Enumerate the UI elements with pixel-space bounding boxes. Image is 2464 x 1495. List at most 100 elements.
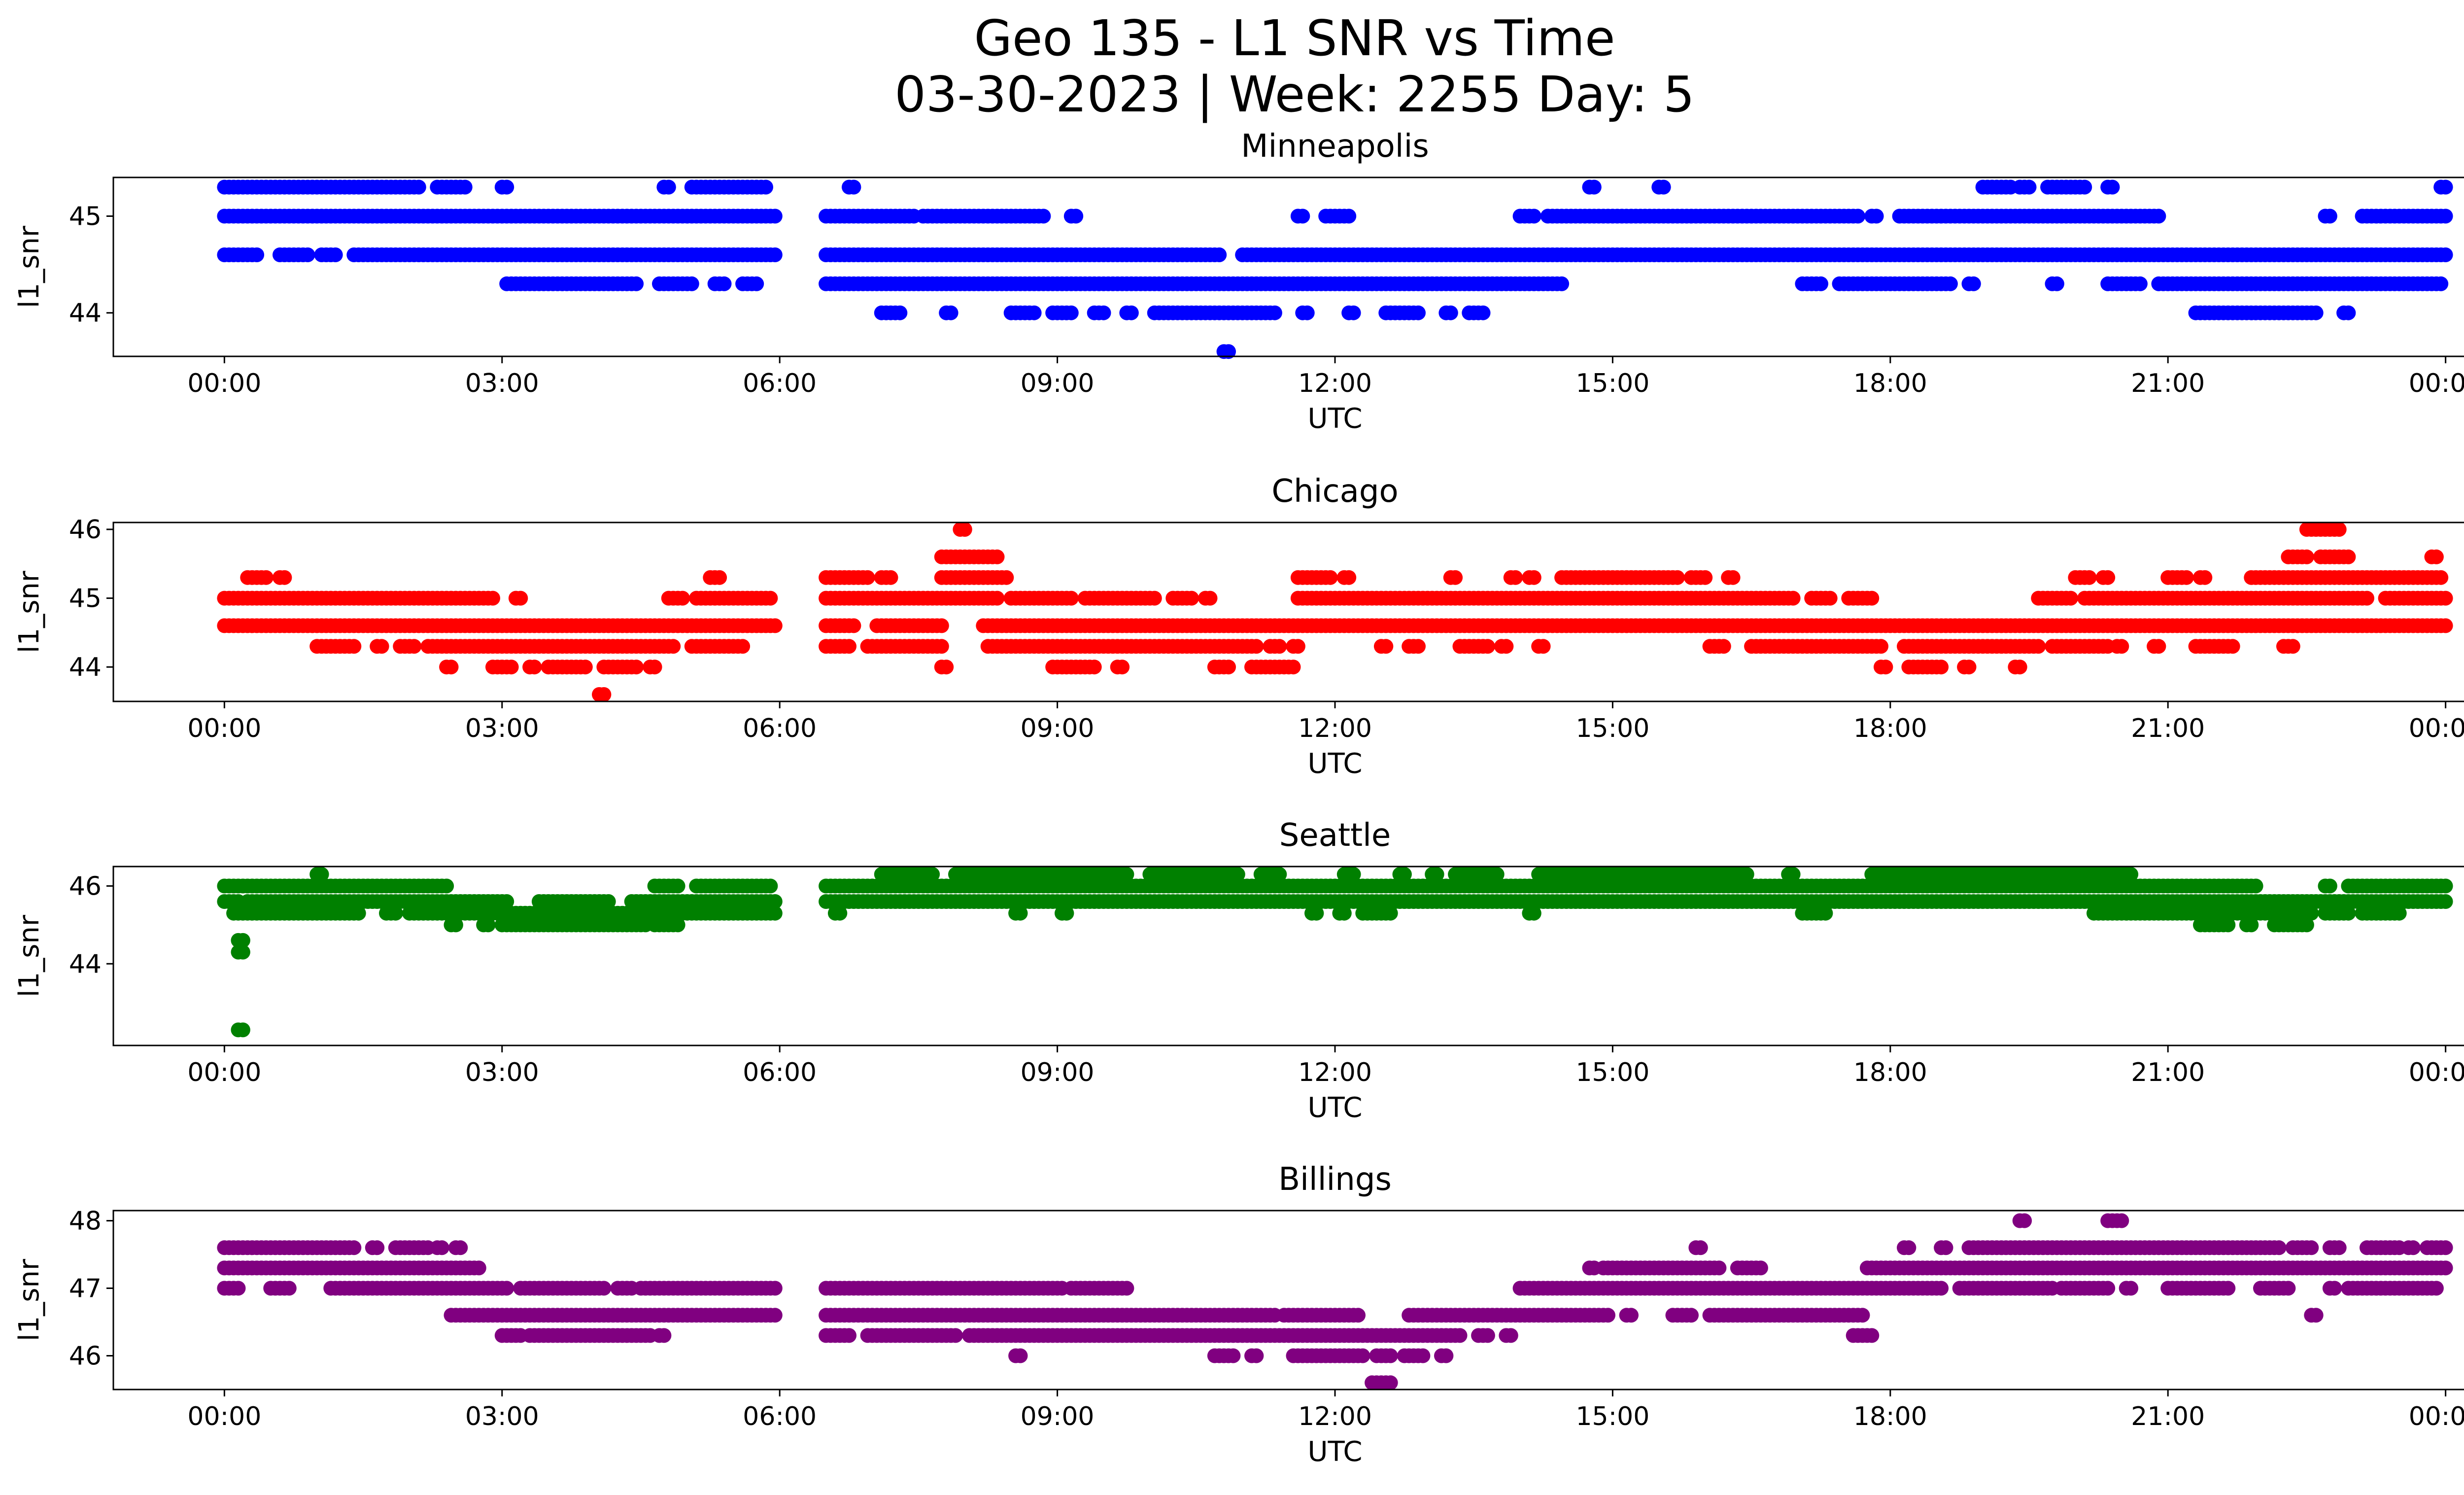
data-point <box>231 1281 246 1296</box>
data-point <box>2438 591 2453 606</box>
data-point <box>1526 209 1541 224</box>
panel-title: Minneapolis <box>1241 128 1429 165</box>
axes-frame <box>112 522 2464 702</box>
data-point <box>666 639 681 654</box>
data-point <box>2077 179 2092 195</box>
data-point <box>990 549 1005 564</box>
data-point <box>2433 276 2449 291</box>
data-point <box>2438 209 2453 224</box>
data-point <box>1184 591 1199 606</box>
data-point <box>1938 1240 1953 1255</box>
x-tick-label: 12:00 <box>1298 714 1372 743</box>
data-point <box>758 179 773 195</box>
data-point <box>1716 639 1731 654</box>
data-point <box>1601 1308 1615 1323</box>
data-point <box>1818 905 1833 921</box>
data-point <box>1115 660 1130 675</box>
data-point <box>2392 905 2407 921</box>
data-point <box>314 867 329 882</box>
y-axis-label: l1_snr <box>13 570 45 653</box>
data-point <box>629 660 644 675</box>
data-point <box>1448 570 1463 585</box>
panel-title: Billings <box>1278 1161 1392 1198</box>
y-tick-label: 45 <box>69 202 102 231</box>
data-point <box>2017 1213 2032 1228</box>
x-tick-label: 18:00 <box>1853 714 1927 743</box>
data-point <box>1874 639 1888 654</box>
data-point <box>2271 1240 2287 1255</box>
data-point <box>2322 209 2337 224</box>
data-point <box>2438 247 2453 262</box>
x-tick-label: 12:00 <box>1298 1058 1372 1087</box>
series-minneapolis <box>217 179 2453 359</box>
data-point <box>2031 639 2046 654</box>
data-point <box>1693 1240 1708 1255</box>
data-point <box>513 591 528 606</box>
data-point <box>1739 867 1754 882</box>
data-point <box>2322 878 2337 894</box>
data-point <box>2341 549 2356 564</box>
data-point <box>1526 570 1541 585</box>
data-point <box>1087 660 1102 675</box>
data-point <box>767 894 783 909</box>
data-point <box>235 933 250 948</box>
data-point <box>1221 660 1236 675</box>
x-tick-label: 06:00 <box>743 714 817 743</box>
data-point <box>1901 1240 1916 1255</box>
data-point <box>1309 905 1324 921</box>
subplots: Minneapolis 00:00 03:00 06:00 09:00 12:00 15:0… <box>13 128 2464 1468</box>
data-point <box>670 917 685 933</box>
data-point <box>2438 878 2453 894</box>
data-point <box>2405 1240 2421 1255</box>
data-point <box>1943 276 1958 291</box>
data-point <box>527 660 542 675</box>
data-point <box>1397 867 1412 882</box>
data-point <box>2114 1213 2129 1228</box>
data-point <box>2299 917 2314 933</box>
data-point <box>258 570 274 585</box>
data-point <box>1378 639 1394 654</box>
data-point <box>1785 591 1801 606</box>
x-tick-label: 06:00 <box>743 1058 817 1087</box>
data-point <box>1323 570 1338 585</box>
data-point <box>717 276 732 291</box>
data-point <box>842 639 856 654</box>
data-point <box>328 247 343 262</box>
x-tick-label: 15:00 <box>1575 369 1649 398</box>
x-tick-label: 00:00 <box>187 714 261 743</box>
data-point <box>249 247 265 262</box>
data-point <box>448 917 463 933</box>
data-point <box>2123 867 2139 882</box>
data-point <box>2341 905 2356 921</box>
data-point <box>1063 591 1079 606</box>
x-axis-label: UTC <box>1307 403 1362 435</box>
data-point <box>1966 276 1981 291</box>
data-point <box>892 305 908 320</box>
data-point <box>1624 1308 1639 1323</box>
y-axis-label: l1_snr <box>13 225 45 308</box>
x-tick-label: 09:00 <box>1021 369 1095 398</box>
x-tick-label: 03:00 <box>465 714 539 743</box>
data-point <box>499 1281 514 1296</box>
data-point <box>1711 1260 1727 1276</box>
data-point <box>2049 276 2064 291</box>
data-point <box>235 1022 250 1038</box>
data-point <box>2114 639 2129 654</box>
data-point <box>2281 1281 2296 1296</box>
data-point <box>712 570 727 585</box>
data-point <box>943 305 958 320</box>
data-point <box>749 276 764 291</box>
data-point <box>767 905 783 921</box>
data-point <box>2151 209 2166 224</box>
x-tick-label: 00:00 <box>187 369 261 398</box>
data-point <box>485 591 500 606</box>
data-point <box>675 591 690 606</box>
y-tick-label: 44 <box>69 949 102 979</box>
data-point <box>1119 1281 1134 1296</box>
data-point <box>499 894 514 909</box>
data-point <box>1753 1260 1768 1276</box>
